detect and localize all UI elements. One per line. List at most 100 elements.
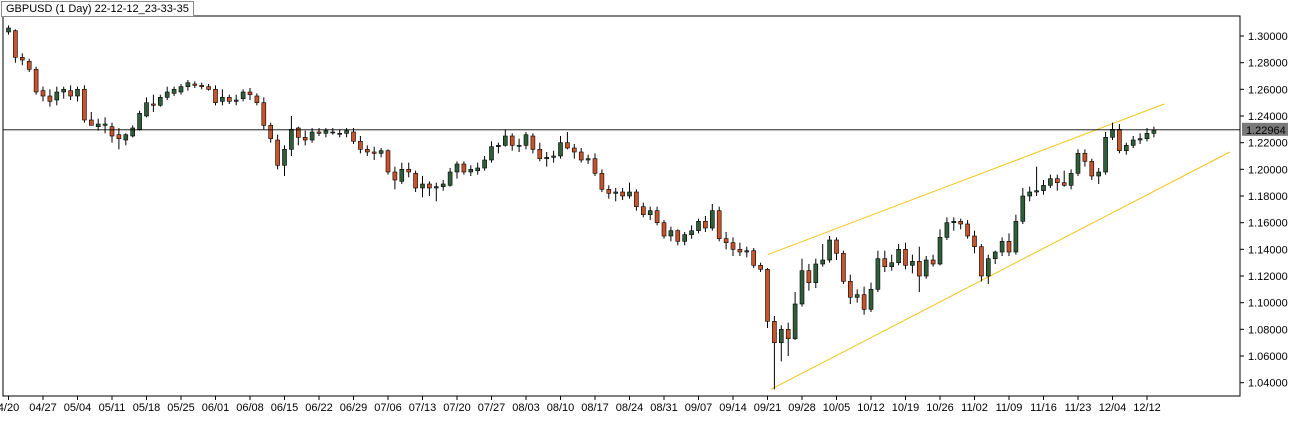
candle-body [847,281,853,298]
candle-body [171,89,177,94]
candle [868,282,874,312]
candle [999,237,1005,256]
candle-body [489,146,494,161]
candle-body [227,97,232,102]
candle-body [47,95,53,102]
candle-body [378,150,384,154]
y-tick-label: 1.24000 [1248,111,1288,123]
candle-body [275,139,280,166]
candle-body [882,258,888,267]
current-price-label: 1.22964 [1246,125,1286,137]
candle-body [916,261,922,277]
y-tick-label: 1.08000 [1248,324,1288,336]
candle-body [1144,133,1150,139]
candle [820,244,826,267]
candle-body [1048,178,1053,186]
candle-body [309,131,315,141]
x-tick-label: 06/01 [202,402,230,414]
candle-body [661,222,667,237]
x-tick-label: 06/08 [236,402,264,414]
candle-body [944,222,950,238]
candle-body [13,30,18,58]
y-tick-label: 1.16000 [1248,218,1288,230]
candle-body [447,171,453,186]
candle [903,242,908,270]
candle-body [178,86,184,93]
candle [565,132,570,150]
candle [799,258,805,307]
candle-body [454,163,460,173]
candle-body [82,89,87,121]
candle [371,146,377,160]
x-tick-label: 09/28 [788,402,816,414]
candle [144,97,149,118]
candle [958,218,964,230]
candle-body [261,102,267,126]
candle [523,132,529,150]
candle [627,182,632,199]
x-tick-label: 08/03 [512,402,540,414]
y-tick-label: 1.20000 [1248,164,1288,176]
candle [896,244,901,266]
candle [979,244,984,282]
candle-body [406,169,412,173]
candle-body [903,249,908,266]
candle-body [1068,173,1074,186]
y-tick-label: 1.30000 [1248,31,1288,43]
candle-body [896,249,901,263]
candle [772,316,777,390]
candle-body [889,262,895,267]
candle-body [530,135,536,150]
x-tick-label: 10/26 [926,402,954,414]
candle [68,85,73,100]
candle-body [696,221,701,231]
candle-body [537,149,543,159]
candle [806,264,812,291]
candle-body [923,259,929,277]
candle-body [730,242,736,250]
candle-body [213,89,218,103]
candle [1020,188,1026,224]
candle [26,58,32,72]
candle-body [571,147,577,153]
candle [192,81,198,88]
candle [661,220,667,239]
candle-body [240,91,246,99]
candle-body [302,137,308,141]
candle [951,217,957,231]
candle [399,162,405,184]
candle [61,86,67,99]
candle [716,206,722,242]
candle [240,89,246,102]
candle [220,89,225,106]
candle [1006,233,1012,256]
candle-body [958,221,964,225]
candle-body [1027,191,1032,197]
candle [696,218,701,234]
x-tick-label: 07/20 [443,402,471,414]
candle [337,129,343,138]
candle-body [1110,129,1115,138]
y-tick-label: 1.12000 [1248,271,1288,283]
candle-body [282,149,287,166]
candle-body [109,126,115,137]
candle-body [613,191,619,194]
x-tick-label: 04/27 [29,402,57,414]
candle [289,116,294,156]
candle [137,110,142,131]
candle [19,53,25,66]
candle [213,85,218,106]
candle-body [427,183,432,189]
candle [392,166,398,190]
candle [158,94,163,107]
candle [889,254,895,271]
candle [834,237,839,260]
y-tick-label: 1.28000 [1248,58,1288,70]
candle [1048,174,1053,188]
candle [827,236,832,263]
candle [972,230,977,254]
candle [378,148,384,158]
y-axis: 1.30000 1.28000 1.26000 1.24000 1.22000 1.200… [1240,31,1288,390]
candle [585,154,591,164]
